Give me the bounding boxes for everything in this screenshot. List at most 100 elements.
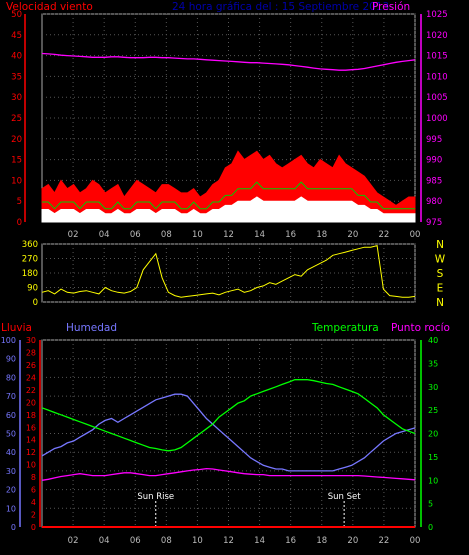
- x-tick-label: 08: [161, 230, 172, 240]
- y-tick-label-left: 45: [11, 31, 22, 41]
- y-tick-label-right: 1005: [426, 93, 448, 103]
- humidity-tick-label: 50: [6, 430, 16, 439]
- x-tick-label: 22: [379, 230, 390, 240]
- wind-speed-title: Velocidad viento: [6, 1, 93, 13]
- dewpoint-line: [41, 467, 416, 481]
- humidity-tick-label: 30: [6, 467, 16, 476]
- x-tick-label: 06: [130, 536, 141, 546]
- y-tick-label-left: 50: [11, 10, 22, 20]
- x-tick-label: 04: [99, 230, 110, 240]
- x-tick-label: 16: [285, 536, 296, 546]
- rain-tick-label: 0: [31, 523, 36, 532]
- pressure-title: Presión: [372, 1, 410, 13]
- humidity-tick-label: 20: [6, 486, 16, 495]
- y-tick-label-right: 1025: [426, 10, 448, 20]
- compass-label: N: [436, 297, 444, 309]
- y-tick-label-left: 15: [11, 156, 22, 166]
- wind-direction-line: [41, 244, 416, 298]
- dewpoint-axis-title: Punto rocío: [391, 322, 450, 334]
- y-tick-label-left: 35: [11, 72, 22, 82]
- x-tick-label: 10: [192, 536, 203, 546]
- y-tick-label-right: 990: [426, 156, 442, 166]
- humidity-axis-title: Humedad: [66, 322, 117, 334]
- rain-tick-label: 6: [31, 486, 36, 495]
- rain-tick-label: 10: [26, 461, 36, 470]
- x-tick-label: 00: [410, 230, 421, 240]
- rain-tick-label: 24: [26, 373, 36, 382]
- x-tick-label: 02: [68, 230, 79, 240]
- x-tick-label: 20: [347, 230, 358, 240]
- y-tick-label-right: 995: [426, 135, 442, 145]
- plot-frame: [41, 339, 416, 528]
- humidity-line: [41, 393, 416, 472]
- rain-humidity-temp-panel: 02 4 6 8 10 12 14 16 18 20 22 24 26 28 30 0 10 20 30 40 5 06 0…: [1, 336, 438, 546]
- avg-wind-area: [41, 196, 416, 223]
- x-tick-label: 14: [254, 536, 265, 546]
- rain-tick-label: 18: [26, 411, 36, 420]
- x-tick-label: 06: [130, 230, 141, 240]
- wind-green-line: [42, 181, 415, 210]
- y-tick-label-left: 10: [11, 176, 22, 186]
- y-tick-label-left: 0: [33, 298, 38, 308]
- rain-tick-label: 26: [26, 361, 36, 370]
- temperature-tick-label: 25: [428, 406, 438, 415]
- rain-tick-label: 22: [26, 386, 36, 395]
- humidity-tick-label: 100: [1, 336, 16, 345]
- wind-pressure-panel: 0510152025303540455097598098599099510001…: [11, 10, 447, 240]
- humidity-tick-label: 40: [6, 448, 16, 457]
- y-tick-label-right: 1015: [426, 52, 448, 62]
- y-tick-label-left: 270: [22, 255, 38, 265]
- humidity-tick-label: 10: [6, 504, 16, 513]
- humidity-tick-label: 80: [6, 373, 16, 382]
- x-tick-label: 02: [68, 536, 79, 546]
- sun-marker-label: Sun Set: [328, 492, 361, 502]
- temperature-tick-label: 5: [428, 500, 433, 509]
- rain-tick-label: 4: [31, 498, 36, 507]
- rain-tick-label: 20: [26, 398, 36, 407]
- temperature-tick-label: 10: [428, 476, 438, 485]
- y-tick-label-right: 1020: [426, 31, 448, 41]
- humidity-tick-label: 90: [6, 355, 16, 364]
- y-tick-label-left: 5: [17, 197, 22, 207]
- y-tick-label-left: 180: [22, 269, 38, 279]
- humidity-tick-label: 70: [6, 392, 16, 401]
- temperature-tick-label: 30: [428, 383, 438, 392]
- x-tick-label: 12: [223, 536, 234, 546]
- x-tick-label: 18: [316, 230, 327, 240]
- rain-tick-label: 30: [26, 336, 36, 345]
- compass-label: N: [436, 239, 444, 251]
- temperature-tick-label: 40: [428, 336, 438, 345]
- rain-tick-label: 28: [26, 348, 36, 357]
- x-tick-label: 00: [410, 536, 421, 546]
- x-tick-label: 12: [223, 230, 234, 240]
- x-tick-label: 20: [347, 536, 358, 546]
- x-tick-label: 16: [285, 230, 296, 240]
- y-tick-label-left: 360: [22, 240, 38, 250]
- rain-tick-label: 2: [31, 511, 36, 520]
- y-tick-label-right: 975: [426, 218, 442, 228]
- compass-label: S: [437, 268, 444, 280]
- rain-tick-label: 12: [26, 448, 36, 457]
- y-tick-label-right: 985: [426, 176, 442, 186]
- temperature-tick-label: 35: [428, 359, 438, 368]
- temperature-tick-label: 20: [428, 430, 438, 439]
- pressure-line: [41, 52, 416, 71]
- x-tick-label: 14: [254, 230, 265, 240]
- y-tick-label-left: 30: [11, 93, 22, 103]
- x-tick-label: 18: [316, 536, 327, 546]
- y-tick-label-right: 980: [426, 197, 442, 207]
- temperature-tick-label: 15: [428, 453, 438, 462]
- rain-tick-label: 16: [26, 423, 36, 432]
- y-tick-label-left: 20: [11, 135, 22, 145]
- rain-tick-label: 8: [31, 473, 36, 482]
- y-tick-label-left: 25: [11, 114, 22, 124]
- compass-label: E: [437, 283, 444, 295]
- x-tick-label: 08: [161, 536, 172, 546]
- y-tick-label-left: 90: [27, 284, 38, 294]
- y-tick-label-left: 40: [11, 52, 22, 62]
- y-tick-label-right: 1010: [426, 72, 448, 82]
- temperature-line: [41, 379, 416, 452]
- chart-date-title: 24 hora gráfica del : 15 Septiembre 2013: [172, 1, 389, 13]
- rain-tick-label: 14: [26, 436, 36, 445]
